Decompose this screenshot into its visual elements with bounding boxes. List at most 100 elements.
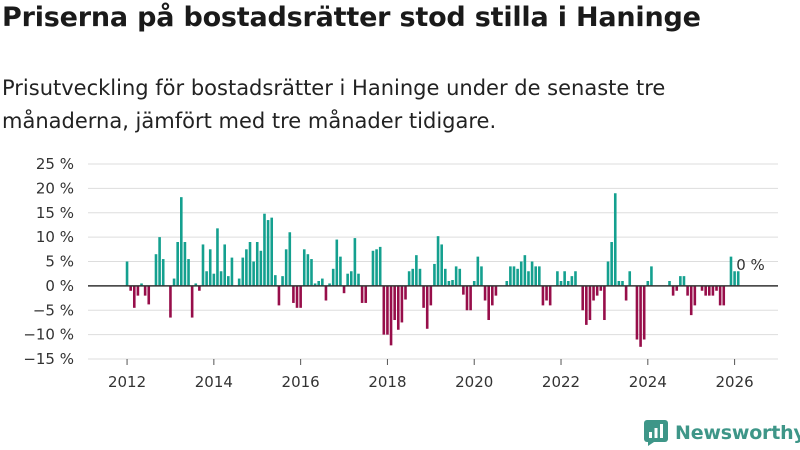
bar <box>223 244 226 286</box>
bar <box>252 261 255 286</box>
bar <box>266 220 270 286</box>
bar <box>396 285 400 330</box>
bar <box>205 271 208 286</box>
chart-subtitle: Prisutveckling för bostadsrätter i Hanin… <box>2 76 666 133</box>
bar <box>169 285 172 318</box>
last-value-label: 0 % <box>736 256 765 274</box>
bar <box>360 285 364 303</box>
bar <box>230 257 234 286</box>
bars <box>125 193 740 347</box>
bar <box>187 259 190 286</box>
bar <box>718 285 722 306</box>
newsworthy-logo[interactable]: Newsworthy <box>644 420 800 446</box>
bar <box>519 261 523 286</box>
x-tick-label: 2016 <box>282 373 320 391</box>
bar <box>436 236 440 286</box>
bar <box>321 278 324 286</box>
bar <box>509 266 512 286</box>
bar <box>357 273 360 286</box>
brand-name: Newsworthy <box>675 422 800 444</box>
bar <box>194 283 198 286</box>
bar <box>715 285 718 291</box>
bar <box>281 276 284 286</box>
bar <box>599 285 603 291</box>
bar <box>621 281 624 286</box>
bar <box>454 266 458 286</box>
bar <box>375 249 378 286</box>
bar <box>559 281 563 286</box>
bar <box>523 255 527 286</box>
bar <box>237 278 241 286</box>
bar <box>563 271 566 286</box>
bar <box>216 228 219 286</box>
bar <box>704 285 707 296</box>
bar <box>686 285 689 296</box>
bar <box>650 266 653 286</box>
y-tick-label: 0 % <box>45 277 74 295</box>
bar <box>451 280 454 286</box>
bar <box>530 261 534 286</box>
bar <box>386 285 389 335</box>
bar <box>668 281 671 286</box>
bar <box>595 285 599 296</box>
bar <box>469 285 472 311</box>
bar <box>581 285 585 311</box>
bar <box>270 217 274 286</box>
bar <box>284 249 288 286</box>
x-tick-label: 2012 <box>108 373 146 391</box>
x-tick-label: 2020 <box>455 373 493 391</box>
bar <box>212 273 216 286</box>
bar <box>639 285 642 347</box>
bar <box>487 285 490 321</box>
bar <box>512 266 516 286</box>
bar <box>707 285 711 296</box>
bar <box>364 285 368 303</box>
bar <box>183 242 187 286</box>
x-tick-label: 2022 <box>542 373 580 391</box>
bar <box>613 193 617 286</box>
bar <box>505 281 509 286</box>
bar <box>378 246 382 286</box>
bar <box>476 256 480 286</box>
bar <box>299 285 302 308</box>
y-tick-label: −15 % <box>23 350 74 368</box>
bar <box>255 242 259 286</box>
bar <box>516 268 519 286</box>
bar <box>140 283 143 286</box>
bar <box>415 255 418 286</box>
bar <box>245 249 248 286</box>
bar <box>617 281 621 286</box>
bar <box>389 285 393 346</box>
y-tick-label: −10 % <box>23 326 74 344</box>
bar <box>328 283 331 286</box>
bar <box>241 257 245 286</box>
bar <box>592 285 595 301</box>
bar <box>556 271 559 286</box>
bar <box>306 254 310 286</box>
bar <box>227 276 230 286</box>
bar <box>491 285 494 306</box>
bar <box>295 285 299 308</box>
bar <box>527 271 530 286</box>
bar <box>458 268 462 286</box>
bar <box>541 285 545 306</box>
bar <box>190 285 194 318</box>
bar <box>480 266 483 286</box>
bar <box>566 281 570 286</box>
bar <box>198 285 201 291</box>
bar <box>603 285 606 321</box>
bar <box>292 285 295 303</box>
axes: −15 % −10 % −5 % 0 % 5 % 10 % 15 % 20 % 25 % 2012… <box>23 155 778 391</box>
bar <box>443 268 447 286</box>
bar <box>313 283 317 286</box>
bar <box>125 261 129 286</box>
bar <box>538 266 541 286</box>
bar <box>646 281 650 286</box>
bar <box>411 268 415 286</box>
bar <box>335 239 339 286</box>
bar <box>339 256 342 286</box>
bar <box>263 213 266 286</box>
bar <box>433 263 436 286</box>
y-tick-label: 5 % <box>45 253 74 271</box>
